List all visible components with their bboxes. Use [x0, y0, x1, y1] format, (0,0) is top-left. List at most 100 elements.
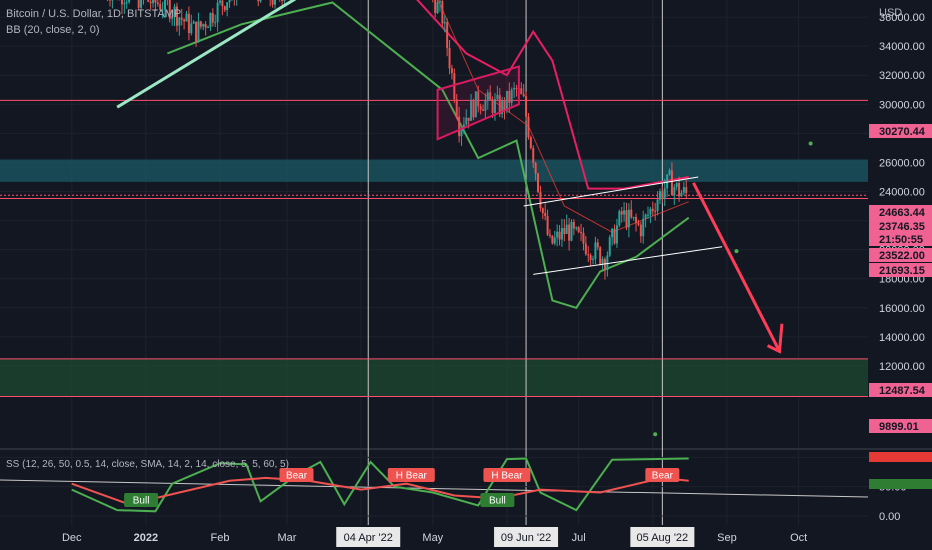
- candle-body: [651, 208, 654, 211]
- price-tick-label: 30000.00: [879, 99, 925, 111]
- candle-body: [541, 208, 544, 214]
- candle-body: [173, 6, 176, 17]
- candles: [107, 0, 688, 280]
- signal-tag-bg: [124, 493, 159, 507]
- candle-body: [180, 17, 183, 20]
- candle-body: [608, 237, 611, 256]
- candle-body: [161, 9, 164, 11]
- candle-body: [226, 2, 229, 11]
- bear-signal-tag: H Bear: [483, 468, 531, 482]
- osc-trendline: [0, 479, 869, 498]
- candle-body: [558, 231, 561, 240]
- candle-body: [620, 211, 623, 215]
- candle-body: [618, 211, 621, 226]
- candle-body: [596, 242, 599, 248]
- ss-legend[interactable]: SS (12, 26, 50, 0.5, 14, close, SMA, 14,…: [6, 459, 289, 470]
- candle-body: [568, 224, 571, 241]
- candle-body: [584, 243, 587, 255]
- candle-body: [563, 228, 566, 234]
- candle-body: [185, 13, 188, 22]
- candle-body: [661, 191, 664, 199]
- candle-body: [283, 0, 286, 2]
- candle-body: [195, 21, 198, 42]
- candle-body: [199, 21, 202, 27]
- candle-body: [496, 94, 499, 100]
- time-tick-label: Feb: [211, 532, 230, 544]
- candle-body: [560, 228, 563, 240]
- red-arrow-shaft: [692, 182, 781, 353]
- candle-body: [436, 2, 439, 14]
- candle-body: [525, 96, 528, 117]
- candle-body: [438, 1, 441, 3]
- candle-body: [601, 259, 604, 264]
- time-tick-label: May: [422, 532, 443, 544]
- candle-body: [204, 24, 207, 28]
- candle-body: [443, 22, 446, 24]
- date-markers: [367, 0, 663, 525]
- candle-body: [159, 4, 162, 10]
- signal-tag-bg: [480, 493, 515, 507]
- bb-legend[interactable]: BB (20, close, 2, 0): [6, 24, 100, 36]
- candle-body: [647, 214, 650, 216]
- candle-body: [441, 1, 444, 24]
- candle-body: [663, 188, 666, 199]
- candle-body: [680, 192, 683, 197]
- candle-body: [635, 217, 638, 223]
- symbol-legend[interactable]: Bitcoin / U.S. Dollar, 1D, BITSTAMP: [6, 8, 182, 20]
- price-tick-label: 36000.00: [879, 12, 925, 24]
- drawings[interactable]: [116, 0, 813, 437]
- date-marker-label: 04 Apr '22: [344, 532, 393, 544]
- price-zones: [0, 159, 868, 397]
- time-tick-label: Jul: [572, 532, 586, 544]
- candle-body: [505, 90, 508, 111]
- candle-body: [580, 232, 583, 234]
- candle-body: [548, 234, 551, 236]
- candle-body: [508, 90, 511, 103]
- candle-body: [615, 225, 618, 244]
- candle-body: [462, 124, 465, 128]
- candle-body: [582, 232, 585, 244]
- candle-body: [467, 117, 470, 121]
- osc-red-marker: [869, 452, 932, 462]
- candle-body: [577, 227, 580, 233]
- candle-body: [666, 174, 669, 189]
- price-axis[interactable]: USD36000.0034000.0032000.0030000.0028000…: [869, 7, 932, 523]
- candle-body: [465, 117, 468, 125]
- price-label-bg: [869, 248, 932, 262]
- signal-tag-label: Bear: [652, 471, 674, 482]
- candle-body: [453, 73, 456, 100]
- bb-basis-line: [437, 0, 689, 233]
- candle-body: [448, 48, 451, 69]
- candle-body: [257, 0, 260, 2]
- price-label: 21693.15: [879, 265, 925, 277]
- osc-tick-label: 0.00: [879, 511, 900, 523]
- candle-body: [223, 6, 226, 11]
- candle-body: [670, 170, 673, 196]
- candle-body: [446, 22, 449, 49]
- candle-body: [156, 2, 159, 5]
- candle-body: [575, 227, 578, 229]
- candle-body: [168, 0, 171, 19]
- candle-body: [271, 0, 274, 5]
- price-label-bg: [869, 383, 932, 397]
- signal-dot: [653, 432, 658, 437]
- candle-body: [197, 21, 200, 42]
- candle-body: [482, 109, 485, 111]
- oscillator-pane: Bull Bear H Bear Bull H Bear Bear: [0, 456, 869, 517]
- candle-body: [128, 0, 131, 3]
- candle-body: [137, 0, 140, 8]
- time-tick-label: 2022: [134, 532, 158, 544]
- candle-body: [675, 183, 678, 188]
- time-axis-bg: [0, 525, 932, 550]
- candle-body: [178, 17, 181, 26]
- time-axis[interactable]: Dec2022FebMarAprMayJunJulAugSepOct04 Apr…: [0, 525, 932, 550]
- channel-lower-line: [533, 246, 723, 275]
- candle-body: [513, 87, 516, 90]
- time-tick-label: Dec: [62, 532, 82, 544]
- candle-body: [515, 87, 518, 89]
- price-label: 23522.00: [879, 250, 925, 262]
- candle-body: [470, 100, 473, 121]
- candle-body: [202, 24, 205, 27]
- signal-dot: [734, 249, 739, 254]
